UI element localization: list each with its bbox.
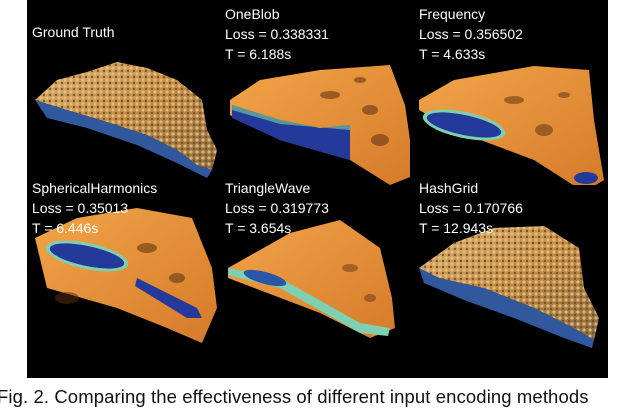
trianglewave-render [228, 220, 395, 338]
panel-loss: Loss = 0.35013 [32, 200, 129, 216]
hashgrid-render [419, 226, 599, 348]
panel-time: T = 4.633s [419, 46, 486, 62]
panel-title: Frequency [419, 6, 486, 22]
panel-hashgrid: HashGrid Loss = 0.170766 T = 12.943s [414, 178, 604, 363]
panel-title: Ground Truth [32, 24, 115, 40]
panel-time: T = 6.188s [225, 46, 292, 62]
panel-loss: Loss = 0.356502 [419, 26, 523, 42]
panel-loss: Loss = 0.319773 [225, 200, 329, 216]
panel-title: TriangleWave [225, 180, 311, 196]
figure-caption: Fig. 2. Comparing the effectiveness of d… [0, 386, 589, 407]
panel-trianglewave: TriangleWave Loss = 0.319773 T = 3.654s [220, 178, 410, 363]
frequency-render [419, 66, 604, 185]
panel-time: T = 3.654s [225, 220, 292, 236]
panel-spherical-harmonics: SphericalHarmonics Loss = 0.35013 T = 6.… [27, 178, 217, 363]
figure-panel-grid: Ground Truth OneBlob Loss = 0.338331 T =… [27, 0, 608, 378]
panel-time: T = 6.446s [32, 220, 99, 236]
panel-frequency: Frequency Loss = 0.356502 T = 4.633s [414, 0, 604, 185]
ground-truth-render [35, 62, 217, 178]
panel-title: OneBlob [225, 6, 280, 22]
panel-oneblob: OneBlob Loss = 0.338331 T = 6.188s [220, 0, 410, 185]
spherical-harmonics-render [35, 208, 217, 343]
panel-time: T = 12.943s [419, 220, 494, 236]
panel-loss: Loss = 0.170766 [419, 200, 523, 216]
panel-title: SphericalHarmonics [32, 180, 158, 196]
panel-ground-truth: Ground Truth [27, 0, 217, 185]
panel-loss: Loss = 0.338331 [225, 26, 329, 42]
oneblob-render [230, 65, 410, 185]
panel-title: HashGrid [419, 180, 479, 196]
